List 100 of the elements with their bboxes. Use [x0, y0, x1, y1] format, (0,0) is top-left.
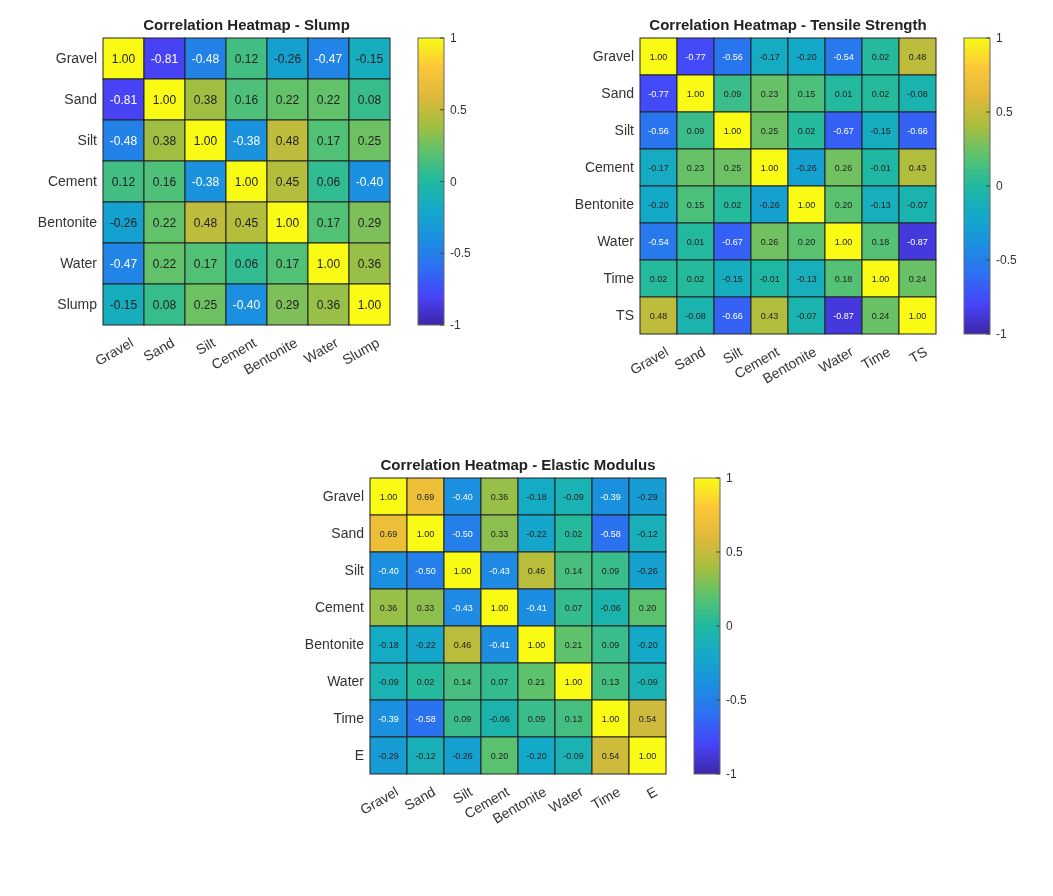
data-label: 0.48	[193, 215, 218, 230]
data-label: 0.15	[797, 88, 816, 99]
data-label: 1.00	[797, 199, 816, 210]
data-label: 0.38	[193, 92, 218, 107]
y-tick-label: Silt	[614, 122, 635, 139]
data-label: 0.02	[723, 199, 742, 210]
data-label: -0.20	[796, 51, 817, 62]
data-label: 0.24	[908, 273, 927, 284]
data-label: 0.26	[834, 162, 853, 173]
color-bar-label: -1	[996, 327, 1007, 342]
data-label: -0.77	[648, 88, 669, 99]
y-tick-label: Slump	[57, 296, 98, 313]
x-tick-label: TS	[906, 343, 930, 367]
data-label: 1.00	[649, 51, 668, 62]
data-label: 0.20	[638, 602, 657, 613]
data-label: -0.58	[415, 713, 436, 724]
x-tick-label: E	[643, 783, 660, 802]
data-label: -0.56	[722, 51, 743, 62]
data-label: 0.54	[601, 750, 620, 761]
color-bar-label: 0.5	[450, 102, 468, 117]
data-label: 1.00	[834, 236, 853, 247]
data-label: 0.46	[453, 639, 472, 650]
data-label: 0.33	[416, 602, 435, 613]
y-tick-label: Sand	[331, 525, 364, 542]
data-label: -0.26	[759, 199, 780, 210]
data-label: -0.17	[759, 51, 780, 62]
color-bar-label: 0.5	[726, 545, 744, 560]
data-label: -0.50	[415, 565, 436, 576]
data-label: -0.43	[489, 565, 510, 576]
data-label: 0.25	[760, 125, 779, 136]
data-label: -0.20	[648, 199, 669, 210]
data-label: -0.41	[526, 602, 547, 613]
data-label: 1.00	[564, 676, 583, 687]
data-label: -0.40	[355, 174, 384, 189]
data-label: 0.33	[490, 528, 509, 539]
y-tick-label: Time	[603, 270, 635, 287]
data-label: 0.02	[871, 51, 890, 62]
data-label: 0.20	[834, 199, 853, 210]
data-label: 1.00	[723, 125, 742, 136]
data-label: 0.17	[275, 256, 300, 271]
chart-title: Correlation Heatmap - Slump	[143, 16, 350, 33]
data-label: 0.69	[416, 491, 435, 502]
data-label: -0.66	[907, 125, 928, 136]
data-label: 0.21	[564, 639, 583, 650]
data-label: 0.21	[527, 676, 546, 687]
data-label: 0.54	[638, 713, 657, 724]
data-label: 0.09	[453, 713, 472, 724]
data-label: 0.45	[234, 215, 259, 230]
data-label: 0.12	[234, 51, 259, 66]
data-label: -0.39	[600, 491, 621, 502]
data-label: 0.45	[275, 174, 300, 189]
data-label: -0.12	[637, 528, 658, 539]
data-label: -0.08	[907, 88, 928, 99]
data-label: 0.16	[234, 92, 259, 107]
data-label: 0.22	[152, 256, 177, 271]
color-bar-label: -1	[726, 767, 737, 782]
data-label: -0.50	[452, 528, 473, 539]
data-label: 0.43	[908, 162, 927, 173]
data-label: -0.39	[378, 713, 399, 724]
data-label: 0.02	[649, 273, 668, 284]
data-label: 0.08	[152, 297, 177, 312]
y-tick-label: Water	[597, 233, 635, 250]
data-label: 0.14	[564, 565, 583, 576]
data-label: -0.67	[722, 236, 743, 247]
data-label: -0.09	[637, 676, 658, 687]
x-tick-label: Time	[858, 343, 894, 373]
color-bar-label: -1	[450, 318, 461, 333]
y-tick-label: Sand	[601, 85, 634, 102]
data-label: 1.00	[871, 273, 890, 284]
chart-title: Correlation Heatmap - Elastic Modulus	[380, 456, 656, 473]
data-label: 0.36	[357, 256, 382, 271]
data-label: 0.38	[152, 133, 177, 148]
data-label: 0.25	[193, 297, 218, 312]
data-label: -0.81	[109, 92, 138, 107]
data-label: 1.00	[490, 602, 509, 613]
data-label: 0.23	[760, 88, 779, 99]
data-label: -0.48	[109, 133, 138, 148]
y-tick-label: TS	[616, 307, 634, 324]
data-label: -0.81	[150, 51, 179, 66]
data-label: 0.09	[723, 88, 742, 99]
data-label: -0.87	[907, 236, 928, 247]
data-label: -0.56	[648, 125, 669, 136]
data-label: -0.07	[796, 310, 817, 321]
data-label: 0.02	[564, 528, 583, 539]
color-bar-label: 0	[996, 179, 1003, 194]
data-label: 0.09	[601, 639, 620, 650]
data-label: 0.17	[316, 133, 341, 148]
data-label: -0.48	[191, 51, 220, 66]
color-bar-label: -0.5	[450, 246, 471, 261]
data-label: -0.43	[452, 602, 473, 613]
data-label: -0.87	[833, 310, 854, 321]
data-label: -0.07	[907, 199, 928, 210]
data-label: 0.48	[275, 133, 300, 148]
data-label: 0.29	[275, 297, 300, 312]
data-label: 0.23	[686, 162, 705, 173]
data-label: 0.02	[871, 88, 890, 99]
data-label: -0.13	[796, 273, 817, 284]
data-label: 0.16	[152, 174, 177, 189]
data-label: -0.26	[637, 565, 658, 576]
data-label: -0.26	[452, 750, 473, 761]
